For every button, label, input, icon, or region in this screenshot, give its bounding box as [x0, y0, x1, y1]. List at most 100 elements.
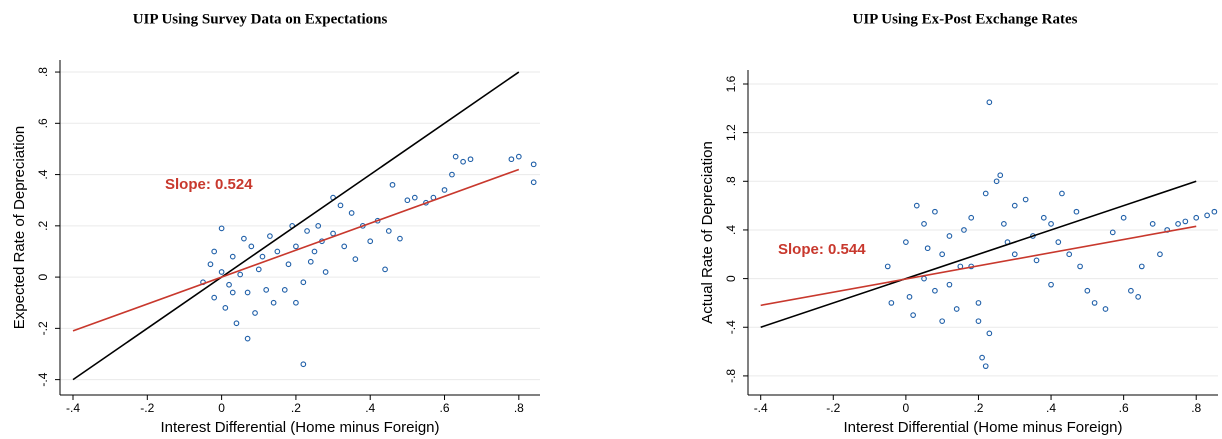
x-tick-label: .4 — [1046, 401, 1056, 415]
point — [244, 289, 251, 296]
point — [982, 363, 989, 370]
line — [760, 180, 1197, 329]
y-tick-label: .8 — [724, 176, 738, 186]
point — [1135, 293, 1142, 300]
point — [267, 233, 273, 239]
line — [72, 168, 520, 332]
point — [300, 279, 307, 286]
point — [939, 251, 946, 258]
point — [337, 202, 344, 209]
point — [993, 178, 1000, 185]
point — [352, 256, 359, 263]
point — [1138, 263, 1145, 270]
point — [953, 306, 960, 312]
point — [300, 361, 307, 368]
y-tick-label: 1.2 — [724, 124, 738, 141]
point — [939, 318, 946, 325]
y-tick-label: .8 — [36, 67, 50, 77]
point — [311, 248, 318, 255]
x-axis-title: Interest Differential (Home minus Foreig… — [161, 419, 440, 436]
point — [975, 318, 982, 325]
point — [1077, 263, 1083, 270]
point — [411, 194, 418, 201]
y-tick-label: .4 — [36, 169, 50, 179]
point — [252, 310, 258, 316]
y-axis-title: Actual Rate of Depreciation — [699, 141, 716, 324]
point — [1128, 287, 1134, 294]
point — [233, 320, 240, 327]
x-tick-label: .8 — [514, 401, 524, 415]
point — [1011, 202, 1018, 209]
x-tick-label: 0 — [903, 401, 910, 415]
point — [322, 269, 329, 275]
point — [241, 235, 247, 242]
point — [315, 222, 322, 229]
x-tick-label: -.2 — [140, 401, 154, 415]
point — [1204, 212, 1210, 219]
point — [906, 293, 913, 300]
point — [530, 161, 537, 168]
chart-title: UIP Using Ex-Post Exchange Rates — [852, 11, 1077, 27]
point — [259, 253, 266, 260]
point — [961, 227, 967, 233]
point — [1040, 214, 1047, 221]
point — [975, 300, 982, 306]
point — [530, 179, 537, 186]
point — [397, 235, 403, 242]
line — [760, 225, 1197, 307]
annotation: Slope: 0.544 — [778, 241, 866, 258]
point — [382, 266, 388, 273]
point — [1091, 300, 1098, 306]
point — [293, 243, 299, 250]
point — [207, 261, 214, 268]
x-tick-label: .2 — [291, 401, 301, 415]
point — [932, 287, 938, 294]
point — [924, 245, 931, 252]
point — [946, 233, 953, 239]
x-tick-label: .4 — [365, 401, 375, 415]
chart-title: UIP Using Survey Data on Expectations — [133, 11, 388, 27]
point — [229, 289, 236, 296]
point — [449, 171, 455, 178]
point — [211, 294, 218, 301]
point — [270, 299, 277, 306]
point — [1066, 251, 1073, 258]
point — [218, 269, 225, 275]
point — [385, 228, 392, 234]
y-tick-label: -.4 — [724, 320, 738, 334]
point — [946, 281, 953, 288]
point — [968, 214, 975, 221]
point — [1073, 208, 1080, 215]
point — [1182, 218, 1189, 225]
point — [982, 190, 989, 197]
y-tick-label: -.8 — [724, 369, 738, 383]
point — [1211, 208, 1218, 215]
point — [226, 281, 232, 288]
point — [293, 299, 299, 306]
x-tick-label: -.4 — [66, 401, 80, 415]
point — [903, 239, 909, 245]
point — [1193, 214, 1200, 221]
point — [921, 221, 927, 227]
point — [263, 287, 270, 293]
point — [452, 153, 459, 160]
point — [1055, 239, 1062, 245]
point — [913, 202, 920, 209]
point — [979, 354, 985, 361]
point — [404, 197, 411, 204]
x-tick-label: .6 — [1119, 401, 1129, 415]
point — [304, 228, 310, 234]
x-tick-label: -.4 — [754, 401, 768, 415]
point — [1157, 251, 1163, 258]
point — [1011, 251, 1018, 258]
point — [285, 261, 292, 268]
point — [986, 99, 993, 106]
point — [389, 181, 396, 188]
point — [255, 266, 262, 273]
x-tick-label: -.2 — [826, 401, 840, 415]
point — [367, 238, 374, 245]
point — [222, 305, 229, 311]
point — [330, 230, 336, 237]
point — [986, 330, 993, 337]
